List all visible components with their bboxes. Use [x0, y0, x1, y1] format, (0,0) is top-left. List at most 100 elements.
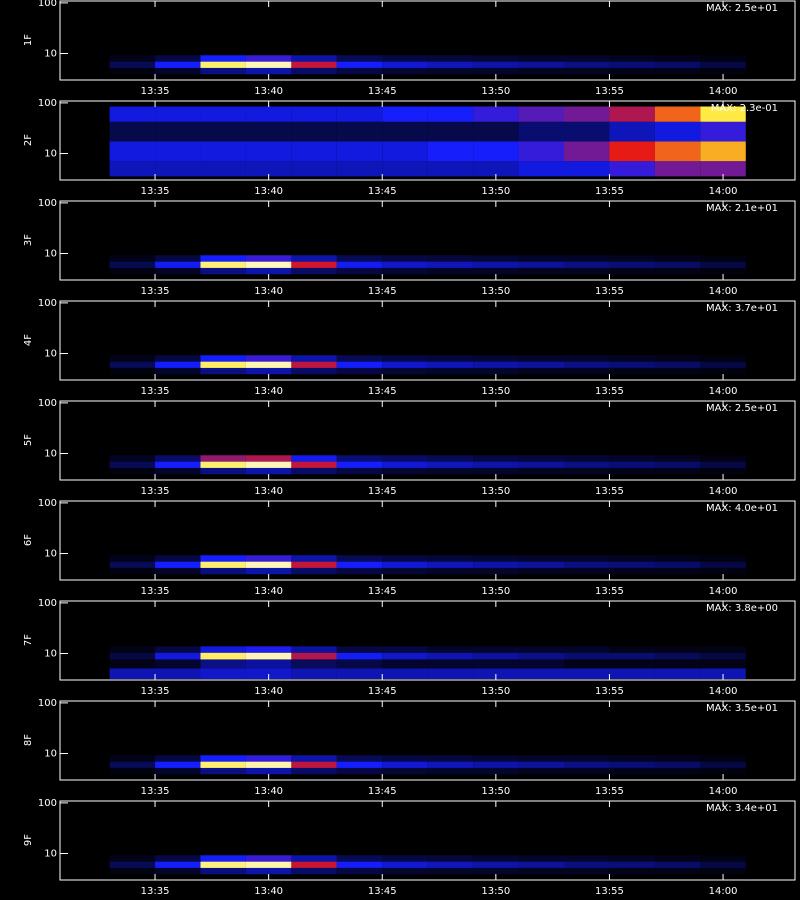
heat-cell	[427, 467, 474, 475]
heat-cell	[654, 367, 701, 375]
x-tick-label: 13:55	[595, 386, 624, 397]
heat-cell	[336, 668, 383, 680]
heat-cell	[336, 461, 383, 468]
heat-cell	[700, 461, 746, 468]
heat-cell	[564, 267, 610, 275]
heat-cell	[245, 67, 292, 75]
heat-cell	[518, 106, 565, 122]
heat-cell	[382, 646, 428, 653]
heat-cell	[609, 61, 655, 68]
heat-cell	[654, 55, 701, 62]
heat-cell	[609, 767, 655, 775]
heat-cell	[518, 855, 565, 862]
max-label: MAX: 3.5e+01	[706, 703, 778, 714]
heat-cell	[336, 367, 383, 375]
heat-cell	[518, 861, 565, 868]
heat-cell	[200, 361, 246, 368]
heat-cell	[109, 855, 156, 862]
heat-cell	[382, 61, 428, 68]
heat-cell	[382, 261, 428, 268]
heat-cell	[109, 767, 156, 775]
heat-cell	[609, 67, 655, 75]
heat-cell	[200, 659, 246, 669]
x-tick-label: 13:50	[481, 386, 510, 397]
heat-cell	[700, 567, 746, 575]
heat-cell	[291, 555, 337, 562]
heat-cell	[654, 255, 701, 262]
heat-cell	[427, 121, 474, 142]
heat-cell	[200, 455, 246, 462]
heat-cell	[700, 855, 746, 862]
heat-cell	[109, 652, 156, 660]
x-tick-label: 13:55	[595, 486, 624, 497]
heat-cell	[336, 659, 383, 669]
heat-cell	[518, 761, 565, 768]
heat-cell	[336, 867, 383, 875]
heat-cell	[382, 161, 428, 177]
heat-cell	[700, 652, 746, 660]
heat-cell	[291, 367, 337, 375]
heat-cell	[654, 668, 701, 680]
heat-cell	[200, 141, 246, 162]
heat-cell	[291, 652, 337, 660]
heat-cell	[109, 261, 156, 268]
heat-cell	[155, 867, 201, 875]
x-tick-label: 13:40	[254, 286, 283, 297]
y-tick-label: 10	[44, 649, 57, 660]
heat-cell	[155, 161, 201, 177]
heat-cell	[654, 855, 701, 862]
heat-cell	[518, 355, 565, 362]
heat-cell	[473, 855, 519, 862]
y-tick-label: 10	[44, 449, 57, 460]
heat-cell	[245, 455, 292, 462]
heat-cell	[473, 261, 519, 268]
heat-cell	[427, 367, 474, 375]
x-tick-label: 13:50	[481, 286, 510, 297]
heat-cell	[564, 659, 610, 669]
heat-cell	[109, 355, 156, 362]
heat-cell	[609, 867, 655, 875]
x-tick-label: 14:00	[709, 886, 738, 897]
x-tick-label: 13:50	[481, 586, 510, 597]
heat-cell	[245, 646, 292, 653]
heat-cell	[473, 121, 519, 142]
y-tick-label: 100	[38, 0, 57, 9]
heat-cell	[564, 55, 610, 62]
heat-cell	[564, 767, 610, 775]
heat-cell	[473, 367, 519, 375]
heat-cell	[336, 355, 383, 362]
x-tick-label: 14:00	[709, 386, 738, 397]
heat-cell	[109, 861, 156, 868]
heat-cell	[336, 255, 383, 262]
heat-cell	[609, 761, 655, 768]
heat-cell	[609, 855, 655, 862]
heat-cell	[109, 867, 156, 875]
heat-cell	[700, 361, 746, 368]
heat-cell	[518, 567, 565, 575]
heat-cell	[109, 646, 156, 653]
heat-cell	[200, 755, 246, 762]
heat-cell	[654, 467, 701, 475]
heat-cell	[382, 455, 428, 462]
heat-cell	[654, 361, 701, 368]
heat-cell	[654, 67, 701, 75]
heat-cell	[700, 861, 746, 868]
x-tick-label: 14:00	[709, 686, 738, 697]
heat-cell	[382, 861, 428, 868]
heat-cell	[518, 61, 565, 68]
heat-cell	[245, 652, 292, 660]
heat-cell	[245, 255, 292, 262]
heat-cell	[109, 161, 156, 177]
heat-cell	[155, 55, 201, 62]
heat-cell	[473, 659, 519, 669]
heat-cell	[700, 467, 746, 475]
heat-cell	[336, 106, 383, 122]
heat-cell	[155, 555, 201, 562]
y-tick-label: 100	[38, 398, 57, 409]
heat-cell	[427, 261, 474, 268]
heat-cell	[427, 141, 474, 162]
heat-cell	[654, 461, 701, 468]
heat-cell	[109, 61, 156, 68]
heat-cell	[200, 561, 246, 568]
heat-cell	[609, 555, 655, 562]
